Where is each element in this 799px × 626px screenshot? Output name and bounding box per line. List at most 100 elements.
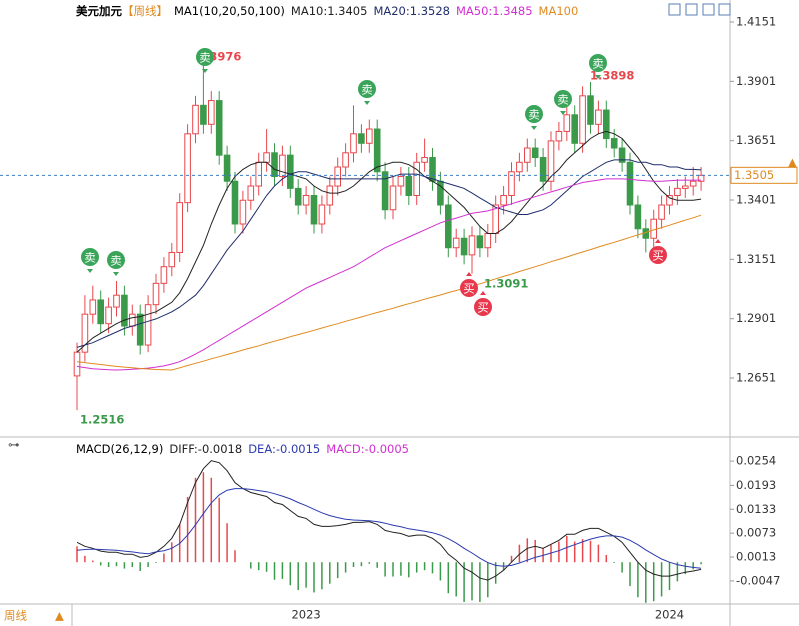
signal-badge (554, 90, 572, 108)
candle-body (452, 237, 460, 249)
icon[interactable] (668, 3, 681, 16)
price-header: 美元加元 【周线】 MA1(10,20,50,100) MA10:1.3405 M… (76, 3, 578, 19)
candle-body (334, 166, 341, 187)
signal-arrow (87, 269, 93, 273)
candle-body (682, 185, 689, 189)
candle-body (460, 237, 468, 256)
signal-arrow (466, 272, 472, 276)
candle-body (658, 204, 665, 220)
candle-body (73, 351, 81, 377)
candle-body (666, 195, 673, 206)
candle-body (350, 133, 357, 154)
candle-body (89, 299, 97, 315)
candle-body (484, 232, 492, 249)
candle-body (595, 109, 602, 125)
candle-body (160, 266, 168, 284)
x-tick-label: 2023 (291, 608, 320, 622)
candle-body (389, 185, 397, 211)
line (76, 178, 702, 371)
candle-body (121, 294, 128, 327)
candle-body (279, 154, 286, 178)
signal-label: 卖 (199, 51, 211, 65)
candle-body (397, 176, 405, 187)
candle-body (302, 195, 310, 206)
legend-entry: MA100 (538, 4, 579, 18)
candle-body (326, 185, 334, 206)
candle-body (579, 95, 586, 144)
signal-badge (358, 80, 376, 98)
icon[interactable] (718, 3, 731, 16)
signal-arrow (364, 101, 370, 105)
candle-body (168, 251, 176, 268)
dropdown-arrow[interactable]: ▲ (55, 609, 64, 623)
candle-body (215, 100, 223, 156)
signal-arrow (595, 75, 601, 79)
candle-body (650, 218, 658, 239)
legend-entry: DEA:-0.0015 (248, 442, 321, 456)
y-tick-label: 1.2901 (736, 311, 776, 325)
signal-label: 卖 (528, 108, 540, 122)
icon[interactable] (685, 3, 698, 16)
candle-body (516, 161, 523, 173)
candle-body (413, 161, 420, 197)
candle-body (689, 180, 697, 187)
legend-entry: MACD:-0.0005 (326, 442, 410, 456)
signal-badge (460, 279, 478, 297)
candle-body (547, 140, 555, 182)
candle-body (626, 161, 634, 206)
x-tick-label: 2024 (655, 608, 684, 622)
candle-body (366, 128, 373, 144)
toolbar-icons[interactable] (668, 3, 731, 16)
macd-header: MACD(26,12,9) DIFF:-0.0018 DEA:-0.0015 MAC… (76, 442, 409, 456)
candle-body (97, 299, 105, 325)
signal-label: 卖 (361, 83, 373, 97)
candle-body (271, 152, 278, 178)
legend-entry: MA50:1.3485 (456, 4, 533, 18)
indicator-name: MACD(26,12,9) (76, 442, 164, 456)
signal-arrow (531, 126, 537, 130)
y-tick-label: 1.3151 (736, 252, 776, 266)
candle-body (294, 187, 302, 206)
candle-body (373, 128, 381, 173)
candle-body (113, 294, 120, 308)
candle-body (342, 152, 349, 168)
candle-body (231, 180, 239, 225)
candle-body (287, 154, 294, 189)
candle-body (81, 313, 89, 353)
candle-body (105, 306, 112, 325)
last-price-box (730, 166, 798, 184)
signal-arrow (113, 272, 119, 276)
candle-body (563, 114, 571, 132)
signal-badge (474, 298, 492, 316)
candle-body (310, 195, 318, 225)
candle-body (674, 187, 681, 197)
price-annotation: 1.3898 (590, 69, 634, 83)
candle-body (152, 282, 160, 306)
candle-body (358, 133, 365, 144)
candle-body (555, 130, 563, 142)
candle-body (445, 204, 452, 249)
y-tick-label: 0.0133 (736, 502, 776, 516)
icon[interactable] (702, 3, 715, 16)
indicator-name: MA1(10,20,50,100) (174, 4, 285, 18)
signal-label: 买 (652, 249, 664, 263)
signal-label: 卖 (110, 254, 122, 268)
candle-body (531, 147, 539, 159)
signal-label: 卖 (557, 93, 569, 107)
line (76, 214, 702, 371)
macd-icon: ⊶ (8, 438, 20, 452)
y-tick-label: 0.0013 (736, 550, 776, 564)
candle-body (421, 157, 428, 163)
candle-body (176, 202, 183, 253)
period-button[interactable]: 周线 (4, 609, 27, 623)
signal-arrow (655, 239, 661, 243)
candle-body (129, 313, 136, 327)
line (76, 488, 702, 569)
price-annotation: 1.2516 (80, 413, 124, 427)
candle-body (208, 100, 215, 125)
candle-body (239, 199, 247, 225)
candle-body (136, 313, 144, 346)
candle-body (381, 171, 389, 211)
